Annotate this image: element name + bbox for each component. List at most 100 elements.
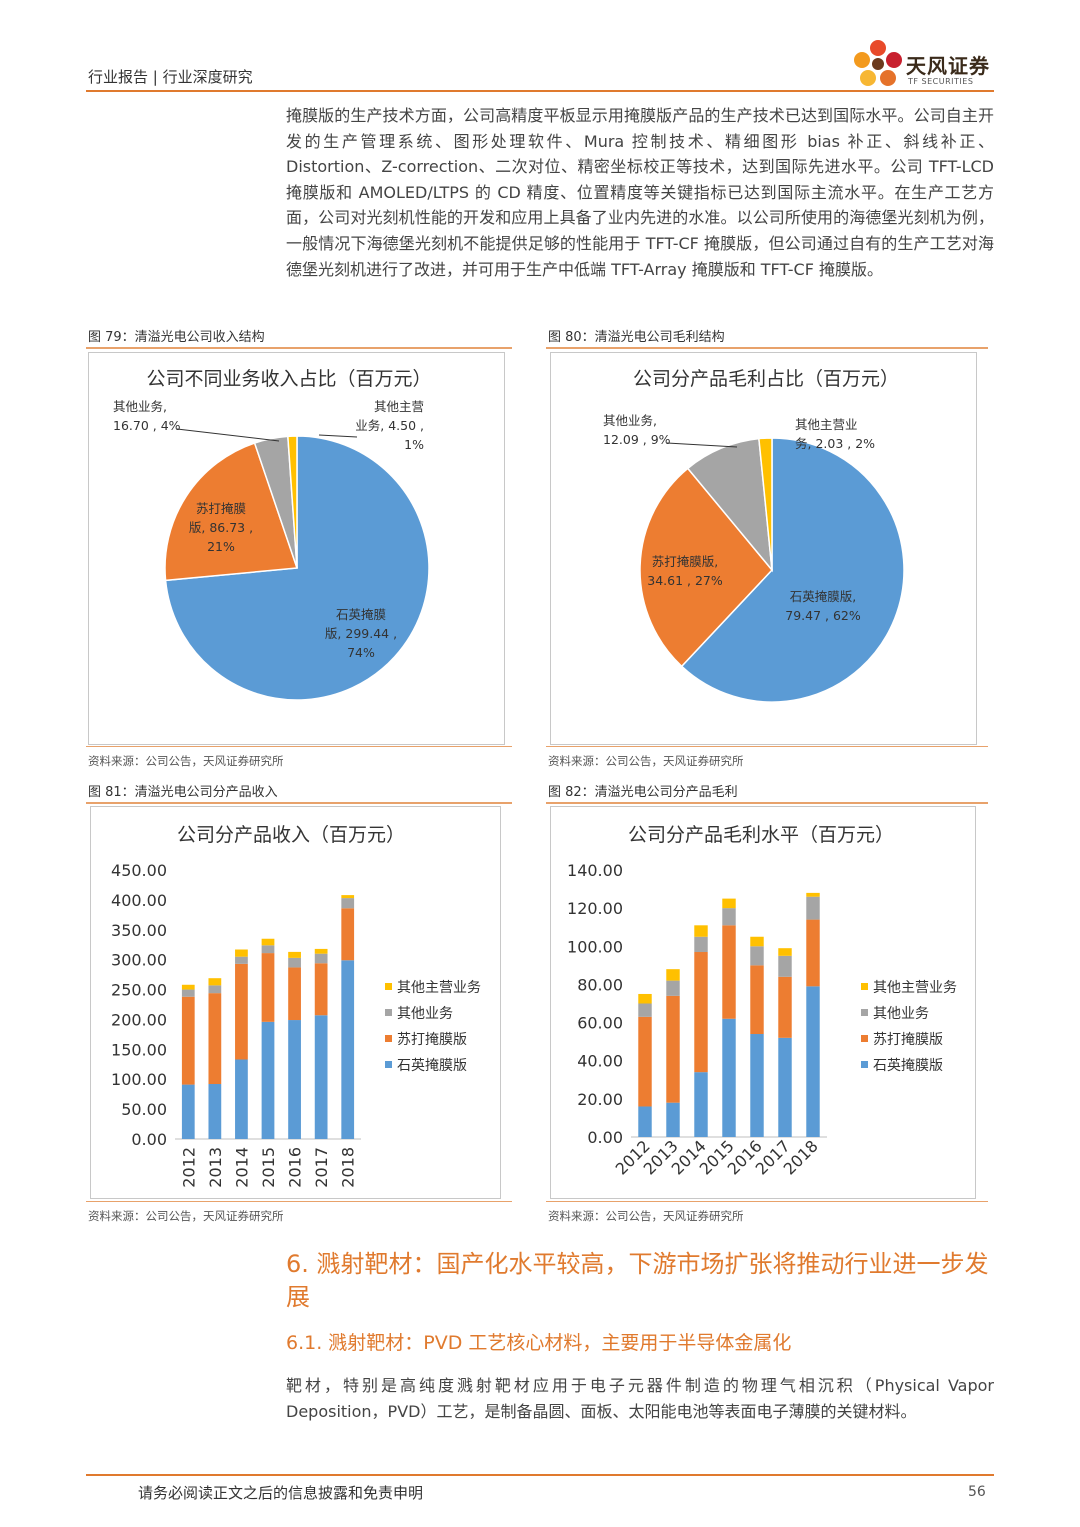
bar-segment xyxy=(722,908,736,926)
fig81-chart-frame: 公司分产品收入（百万元） 0.00 50.00 100.00 150.00 200.00 2… xyxy=(90,806,501,1199)
chart-title: 公司分产品毛利占比（百万元） xyxy=(633,368,899,390)
y-tick-label: 140.00 xyxy=(567,861,623,880)
bar-segment xyxy=(638,1003,652,1017)
bar-segment xyxy=(722,898,736,909)
x-tick-label: 2014 xyxy=(232,1147,251,1188)
bar-segment xyxy=(261,953,275,1022)
fig82-rule-top xyxy=(546,802,988,804)
bar-segment xyxy=(722,925,736,1019)
revenue-bar-chart: 公司分产品收入（百万元） 0.00 50.00 100.00 150.00 200.00 2… xyxy=(111,824,481,1188)
bar-segment xyxy=(235,949,248,957)
bar-segment xyxy=(235,963,248,1060)
bar-segment xyxy=(694,952,708,1073)
bar-segment xyxy=(806,986,820,1137)
fig81-rule-bottom xyxy=(86,1201,512,1202)
y-tick-label: 100.00 xyxy=(567,937,623,956)
brand-logo: 天风证券 TF SECURITIES xyxy=(850,36,1000,92)
legend-swatch xyxy=(861,1009,868,1016)
pie-data-label: 21% xyxy=(207,539,235,554)
fig82-rule-bottom xyxy=(546,1201,988,1202)
fig79-caption: 图 79：清溢光电公司收入结构 xyxy=(88,330,265,345)
bar-segment xyxy=(235,1059,248,1139)
intro-paragraph: 掩膜版的生产技术方面，公司高精度平板显示用掩膜版产品的生产技术已达到国际水平。公… xyxy=(286,106,994,279)
legend-label: 石英掩膜版 xyxy=(873,1057,943,1074)
legend-swatch xyxy=(385,1035,392,1042)
fig80-source: 资料来源：公司公告，天风证券研究所 xyxy=(548,754,744,768)
bar-segment xyxy=(806,919,820,987)
bar-segment xyxy=(341,908,355,961)
bar-segment xyxy=(694,936,708,953)
x-tick-label: 2016 xyxy=(286,1147,305,1188)
y-tick-label: 200.00 xyxy=(111,1010,167,1029)
legend-swatch xyxy=(861,1061,868,1068)
bar-segment xyxy=(666,969,680,981)
profit-pie-chart: 公司分产品毛利占比（百万元） 石英掩膜版, 79.47 , 62% 苏打掩膜版, 34.… xyxy=(603,368,905,703)
fig79-rule-top xyxy=(86,347,512,349)
y-tick-label: 0.00 xyxy=(131,1130,167,1149)
pie-slice xyxy=(164,442,299,582)
bar-segment xyxy=(208,978,222,986)
pie-slice xyxy=(680,437,905,703)
pie-data-label: 其他主营业 xyxy=(795,417,858,432)
bar-segment xyxy=(778,1037,792,1137)
pie-data-label: 其他主营 xyxy=(374,399,424,414)
legend-label: 石英掩膜版 xyxy=(397,1057,467,1074)
fig82-chart-frame: 公司分产品毛利水平（百万元） 0.00 20.00 40.00 60.00 80.00 10… xyxy=(550,806,976,1199)
flower-logo-icon xyxy=(854,40,902,86)
y-tick-label: 120.00 xyxy=(567,899,623,918)
pie-data-label: 版, 86.73 , xyxy=(189,520,253,535)
revenue-pie-chart: 公司不同业务收入占比（百万元） 石英掩膜版, 299.44 , 74% 苏打掩膜版, … xyxy=(113,368,432,701)
fig79-rule-bottom xyxy=(86,746,512,747)
pie-data-label: 石英掩膜版, xyxy=(790,589,856,604)
bar-segment xyxy=(208,1084,222,1139)
pie-slice xyxy=(639,467,773,668)
fig82-caption: 图 82：清溢光电公司分产品毛利 xyxy=(548,785,738,800)
bar-segment xyxy=(750,1034,764,1137)
bar-segment xyxy=(261,1021,275,1139)
pie-slice xyxy=(686,437,773,573)
legend-label: 苏打掩膜版 xyxy=(397,1031,467,1048)
y-tick-label: 50.00 xyxy=(121,1100,167,1119)
logo-subtitle: TF SECURITIES xyxy=(908,77,974,86)
bar-segment xyxy=(288,1020,301,1139)
pie-data-label: 16.70 , 4% xyxy=(113,418,181,433)
header-rule xyxy=(86,90,994,92)
y-tick-label: 80.00 xyxy=(577,975,623,994)
fig80-caption: 图 80：清溢光电公司毛利结构 xyxy=(548,330,725,345)
legend-swatch xyxy=(861,983,868,990)
bar-segment xyxy=(314,948,328,954)
bar-segment xyxy=(181,996,195,1085)
bar-segment xyxy=(314,953,328,964)
fig80-rule-bottom xyxy=(546,746,988,747)
y-tick-label: 40.00 xyxy=(577,1052,623,1071)
pie-data-label: 79.47 , 62% xyxy=(785,608,861,623)
bar-segment xyxy=(181,989,195,997)
bar-segment xyxy=(666,980,680,996)
bar-segment xyxy=(261,938,275,946)
fig81-source: 资料来源：公司公告，天风证券研究所 xyxy=(88,1209,284,1223)
bar-segment xyxy=(806,892,820,897)
header-title: 行业报告 | 行业深度研究 xyxy=(88,68,253,86)
legend-swatch xyxy=(861,1035,868,1042)
bar-segment xyxy=(750,936,764,947)
pie-data-label: 其他业务, xyxy=(603,413,657,428)
fig80-rule-top xyxy=(546,347,988,349)
legend-swatch xyxy=(385,1061,392,1068)
bar-segment xyxy=(666,1102,680,1137)
section-6-1-heading: 6.1. 溅射靶材：PVD 工艺核心材料，主要用于半导体金属化 xyxy=(286,1332,792,1354)
fig79-source: 资料来源：公司公告，天风证券研究所 xyxy=(88,754,284,768)
pie-data-label: 石英掩膜 xyxy=(336,607,386,622)
legend-label: 苏打掩膜版 xyxy=(873,1031,943,1048)
x-tick-label: 2012 xyxy=(179,1147,198,1188)
chart-title: 公司不同业务收入占比（百万元） xyxy=(146,368,431,390)
fig80-chart-frame: 公司分产品毛利占比（百万元） 石英掩膜版, 79.47 , 62% 苏打掩膜版, 34.… xyxy=(550,352,977,745)
y-tick-label: 100.00 xyxy=(111,1070,167,1089)
bar-segment xyxy=(750,946,764,966)
logo-name: 天风证券 xyxy=(906,54,990,78)
footer-rule xyxy=(86,1474,994,1476)
pie-data-label: 34.61 , 27% xyxy=(647,573,723,588)
pie-data-label: 业务, 4.50 , xyxy=(355,418,424,433)
bar-segment xyxy=(638,1016,652,1107)
bar-segment xyxy=(288,967,301,1021)
section-6-1-paragraph: 靶材，特别是高纯度溅射靶材应用于电子元器件制造的物理气相沉积（Physical … xyxy=(286,1376,994,1421)
